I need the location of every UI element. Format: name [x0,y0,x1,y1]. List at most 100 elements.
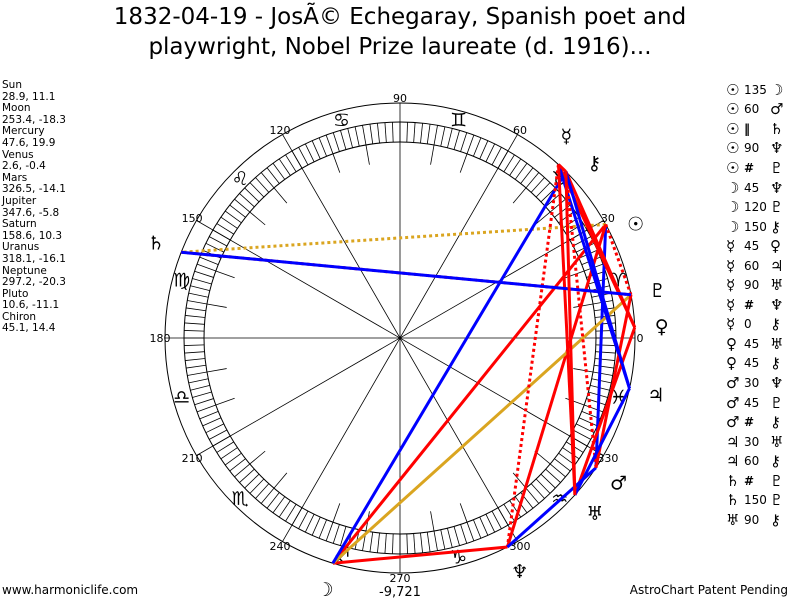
degree-tick [594,364,614,369]
ten-degree-tick [512,187,527,204]
aspect-line [181,250,632,297]
degree-tick [272,163,286,180]
moon-planet-icon: ☽ [317,579,334,600]
aspect-type: 150 [744,493,767,508]
planet-name-mars: Mars [2,171,28,184]
neptune-glyph-icon: ♆ [770,295,784,314]
degree-label: 240 [270,540,291,553]
aspect-type: 60 [744,102,760,117]
degree-tick [340,526,347,546]
sun-glyph-icon: ☉ [726,80,740,99]
aspect-type: 60 [744,454,760,469]
neptune-glyph-icon: ♆ [770,373,784,392]
aspect-type: 135 [744,82,767,97]
aspect-type: 120 [744,200,767,215]
degree-label: 270 [390,572,411,585]
aspect-type: ‖ [744,121,750,136]
degree-tick [244,187,260,203]
planet-name-neptune: Neptune [2,264,47,277]
degree-tick [479,516,489,536]
pluto-planet-icon: ♇ [649,280,666,302]
degree-tick [453,130,460,150]
degree-tick [491,147,502,166]
zodiac-sign-icon: ♌ [232,168,249,190]
ten-degree-tick [534,211,551,226]
planet-coords-venus: 2.6, -0.4 [2,160,46,173]
aspect-row: ☉ ‖ ♄ [726,119,788,139]
degree-tick [440,529,446,550]
degree-tick [239,193,255,208]
degree-tick [545,468,561,483]
sun-planet-icon: ☉ [627,214,644,236]
degree-label: 210 [182,452,203,465]
ten-degree-tick [430,511,435,532]
degree-tick [584,404,604,413]
aspect-row: ♂ 45 ♇ [726,393,788,413]
aspect-row: ☉ 60 ♂ [726,100,788,120]
aspect-row: ♃ 30 ♅ [726,432,788,452]
degree-tick [194,270,214,278]
degree-tick [433,125,438,146]
ten-degree-tick [332,503,341,523]
degree-label: 150 [182,212,203,225]
degree-tick [406,122,408,143]
sun-glyph-icon: ☉ [726,139,740,158]
ten-degree-tick [273,187,288,204]
aspect-row: ☿ 90 ♅ [726,275,788,295]
degree-tick [209,236,228,247]
ten-degree-tick [565,397,585,406]
aspect-type: 150 [744,219,767,234]
aspect-type: 45 [744,395,760,410]
chiron-glyph-icon: ⚷ [770,217,781,236]
aspect-row: ♅ 90 ⚷ [726,510,788,530]
sun-glyph-icon: ☉ [726,158,740,177]
degree-tick [491,510,502,529]
degree-tick [239,468,255,483]
chart-title-line2: playwright, Nobel Prize laureate (d. 191… [148,34,652,60]
degree-tick [325,522,334,542]
degree-label: 60 [513,124,527,137]
degree-tick [433,530,438,551]
degree-tick [202,417,222,427]
mercury-glyph-icon: ☿ [726,315,736,334]
aspect-type: 90 [744,278,760,293]
degree-tick [473,519,482,539]
planet-name-jupiter: Jupiter [2,194,37,207]
degree-tick [578,417,598,427]
sun-glyph-icon: ☉ [726,119,740,138]
sun-glyph-icon: ☉ [726,100,740,119]
degree-tick [377,123,380,144]
ten-degree-tick [206,303,227,308]
site-link[interactable]: www.harmoniclife.com [2,583,139,597]
aspect-row: ♂ # ⚷ [726,412,788,432]
jupiter-planet-icon: ♃ [647,384,664,406]
degree-tick [549,463,566,478]
degree-tick [420,532,423,553]
aspect-line [573,326,637,496]
aspect-type: 60 [744,258,760,273]
degree-tick [318,519,327,539]
ten-degree-tick [332,153,341,173]
aspect-type: 30 [744,375,760,390]
degree-tick [220,447,238,460]
degree-tick [190,285,210,291]
chiron-glyph-icon: ⚷ [770,315,781,334]
degree-tick [392,533,394,554]
aspect-row: ♄ 150 ♇ [726,490,788,510]
degree-tick [229,204,246,218]
degree-tick [485,513,496,533]
ten-degree-tick [249,211,266,226]
zodiac-sign-icon: ♍ [173,270,190,292]
aspect-line [564,170,637,328]
degree-tick [514,163,528,180]
degree-tick [205,423,225,434]
pluto-glyph-icon: ♇ [770,393,784,412]
degree-tick [540,187,556,203]
neptune-glyph-icon: ♆ [770,139,784,158]
chart-score: -9,721 [379,585,421,600]
degree-tick [562,447,580,460]
ten-degree-tick [249,450,266,465]
zodiac-sign-icon: ♏ [232,488,249,510]
pluto-glyph-icon: ♇ [770,471,784,490]
saturn-planet-icon: ♄ [148,232,165,254]
